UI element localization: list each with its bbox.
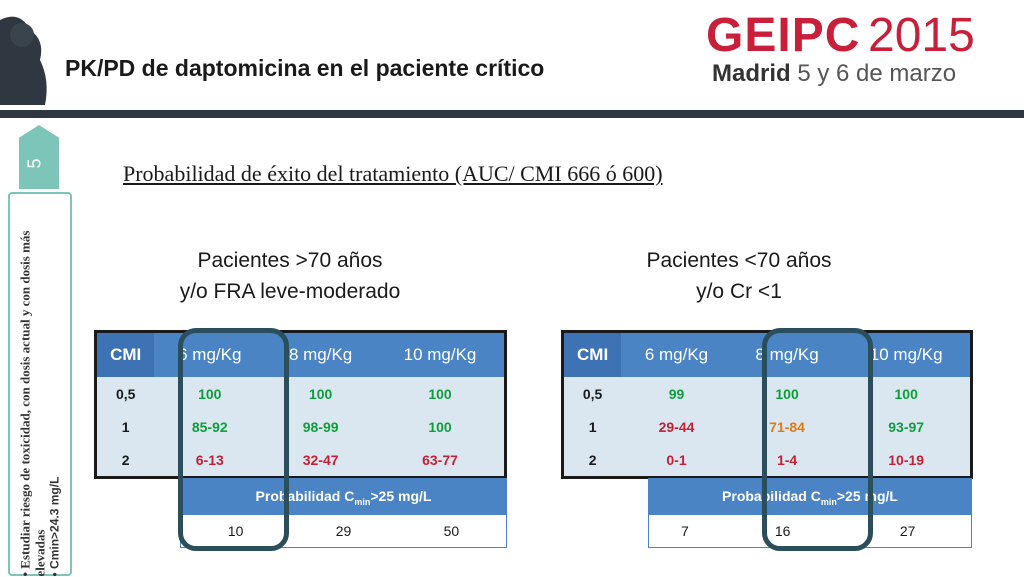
header-cell: 6 mg/Kg: [154, 331, 266, 377]
prob-header-suffix: >25 mg/L: [836, 487, 898, 504]
logo-year: 2015: [868, 9, 975, 62]
table-cell: 100: [154, 377, 266, 410]
page-title: PK/PD de daptomicina en el paciente crít…: [65, 55, 545, 81]
table-cell: 1: [95, 410, 155, 443]
header-cell: 10 mg/Kg: [376, 331, 506, 377]
table-row: 1 85-92 98-99 100: [95, 410, 506, 443]
prob-header-sub: min: [354, 496, 371, 507]
header-cell: 6 mg/Kg: [621, 331, 732, 377]
right-title-line1: Pacientes <70 años: [646, 249, 832, 272]
header-divider: [0, 110, 1024, 118]
table-header-row: CMI 6 mg/Kg 8 mg/Kg 10 mg/Kg: [95, 331, 506, 377]
table-cell: 1-4: [731, 443, 843, 478]
slide-subtitle: Probabilidad de éxito del tratamiento (A…: [123, 161, 663, 186]
slide-number-tab: 5: [19, 125, 59, 189]
left-group-title: Pacientes >70 años y/o FRA leve-moderado: [140, 245, 440, 307]
side-note-1: • Estudiar riesgo de toxicidad, con dosi…: [17, 230, 48, 577]
left-highlight-frame: [178, 328, 289, 551]
table-cell: 100: [265, 377, 377, 410]
table-cell: 29: [290, 515, 397, 548]
table-row: 2 0-1 1-4 10-19: [562, 443, 972, 478]
header-cell: CMI: [562, 331, 622, 377]
left-probability-table: Probabilidad Cmin>25 mg/L 10 29 50: [180, 478, 507, 548]
table-header-row: Probabilidad Cmin>25 mg/L: [648, 478, 972, 515]
table-cell: 100: [376, 410, 506, 443]
table-row: 2 6-13 32-47 63-77: [95, 443, 506, 478]
table-header-row: CMI 6 mg/Kg 8 mg/Kg 10 mg/Kg: [562, 331, 972, 377]
right-title-line2: y/o Cr <1: [696, 280, 782, 303]
table-cell: 50: [396, 515, 507, 548]
table-cell: 2: [95, 443, 155, 478]
table-cell: 0,5: [95, 377, 155, 410]
side-note-2: • Cmin>24.3 mg/L: [47, 476, 62, 577]
right-highlight-frame: [762, 328, 873, 551]
table-cell: 7: [648, 515, 721, 548]
table-header-row: Probabilidad Cmin>25 mg/L: [180, 478, 507, 515]
table-cell: 100: [731, 377, 843, 410]
header-cell: 8 mg/Kg: [731, 331, 843, 377]
side-notes-panel: • Estudiar riesgo de toxicidad, con dosi…: [8, 192, 72, 577]
table-cell: 16: [720, 515, 845, 548]
slide-number: 5: [24, 158, 45, 169]
right-data-table: CMI 6 mg/Kg 8 mg/Kg 10 mg/Kg 0,5 99 100 …: [561, 330, 973, 479]
table-cell: 100: [376, 377, 506, 410]
table-row: 0,5 99 100 100: [562, 377, 972, 410]
conference-figure-logo: [0, 16, 47, 106]
side-notes-text: • Estudiar riesgo de toxicidad, con dosi…: [18, 197, 63, 577]
table-cell: 2: [562, 443, 622, 478]
left-title-line2: y/o FRA leve-moderado: [179, 280, 401, 303]
table-cell: 98-99: [265, 410, 377, 443]
probability-header: Probabilidad Cmin>25 mg/L: [180, 478, 507, 515]
table-cell: 100: [842, 377, 972, 410]
logo-location-date: Madrid 5 y 6 de marzo: [712, 60, 956, 88]
table-row: 10 29 50: [180, 515, 507, 548]
probability-header: Probabilidad Cmin>25 mg/L: [648, 478, 972, 515]
table-row: 0,5 100 100 100: [95, 377, 506, 410]
table-cell: 71-84: [731, 410, 843, 443]
table-cell: 0,5: [562, 377, 622, 410]
table-cell: 0-1: [621, 443, 732, 478]
table-cell: 63-77: [376, 443, 506, 478]
prob-header-sub: min: [820, 496, 837, 507]
table-cell: 10-19: [842, 443, 972, 478]
table-cell: 32-47: [265, 443, 377, 478]
table-cell: 1: [562, 410, 622, 443]
table-cell: 6-13: [154, 443, 266, 478]
logo-city: Madrid: [712, 60, 791, 87]
table-row: 1 29-44 71-84 93-97: [562, 410, 972, 443]
right-group-title: Pacientes <70 años y/o Cr <1: [589, 245, 889, 307]
table-cell: 99: [621, 377, 732, 410]
left-data-table: CMI 6 mg/Kg 8 mg/Kg 10 mg/Kg 0,5 100 100…: [94, 330, 507, 479]
table-cell: 85-92: [154, 410, 266, 443]
table-cell: 29-44: [621, 410, 732, 443]
logo-date: 5 y 6 de marzo: [797, 60, 957, 87]
header-cell: CMI: [95, 331, 155, 377]
prob-header-text: Probabilidad C: [255, 487, 355, 504]
prob-header-suffix: >25 mg/L: [370, 487, 432, 504]
left-title-line1: Pacientes >70 años: [197, 249, 383, 272]
prob-header-text: Probabilidad C: [722, 487, 821, 504]
table-cell: 93-97: [842, 410, 972, 443]
logo-geipc: GEIPC: [706, 9, 861, 62]
